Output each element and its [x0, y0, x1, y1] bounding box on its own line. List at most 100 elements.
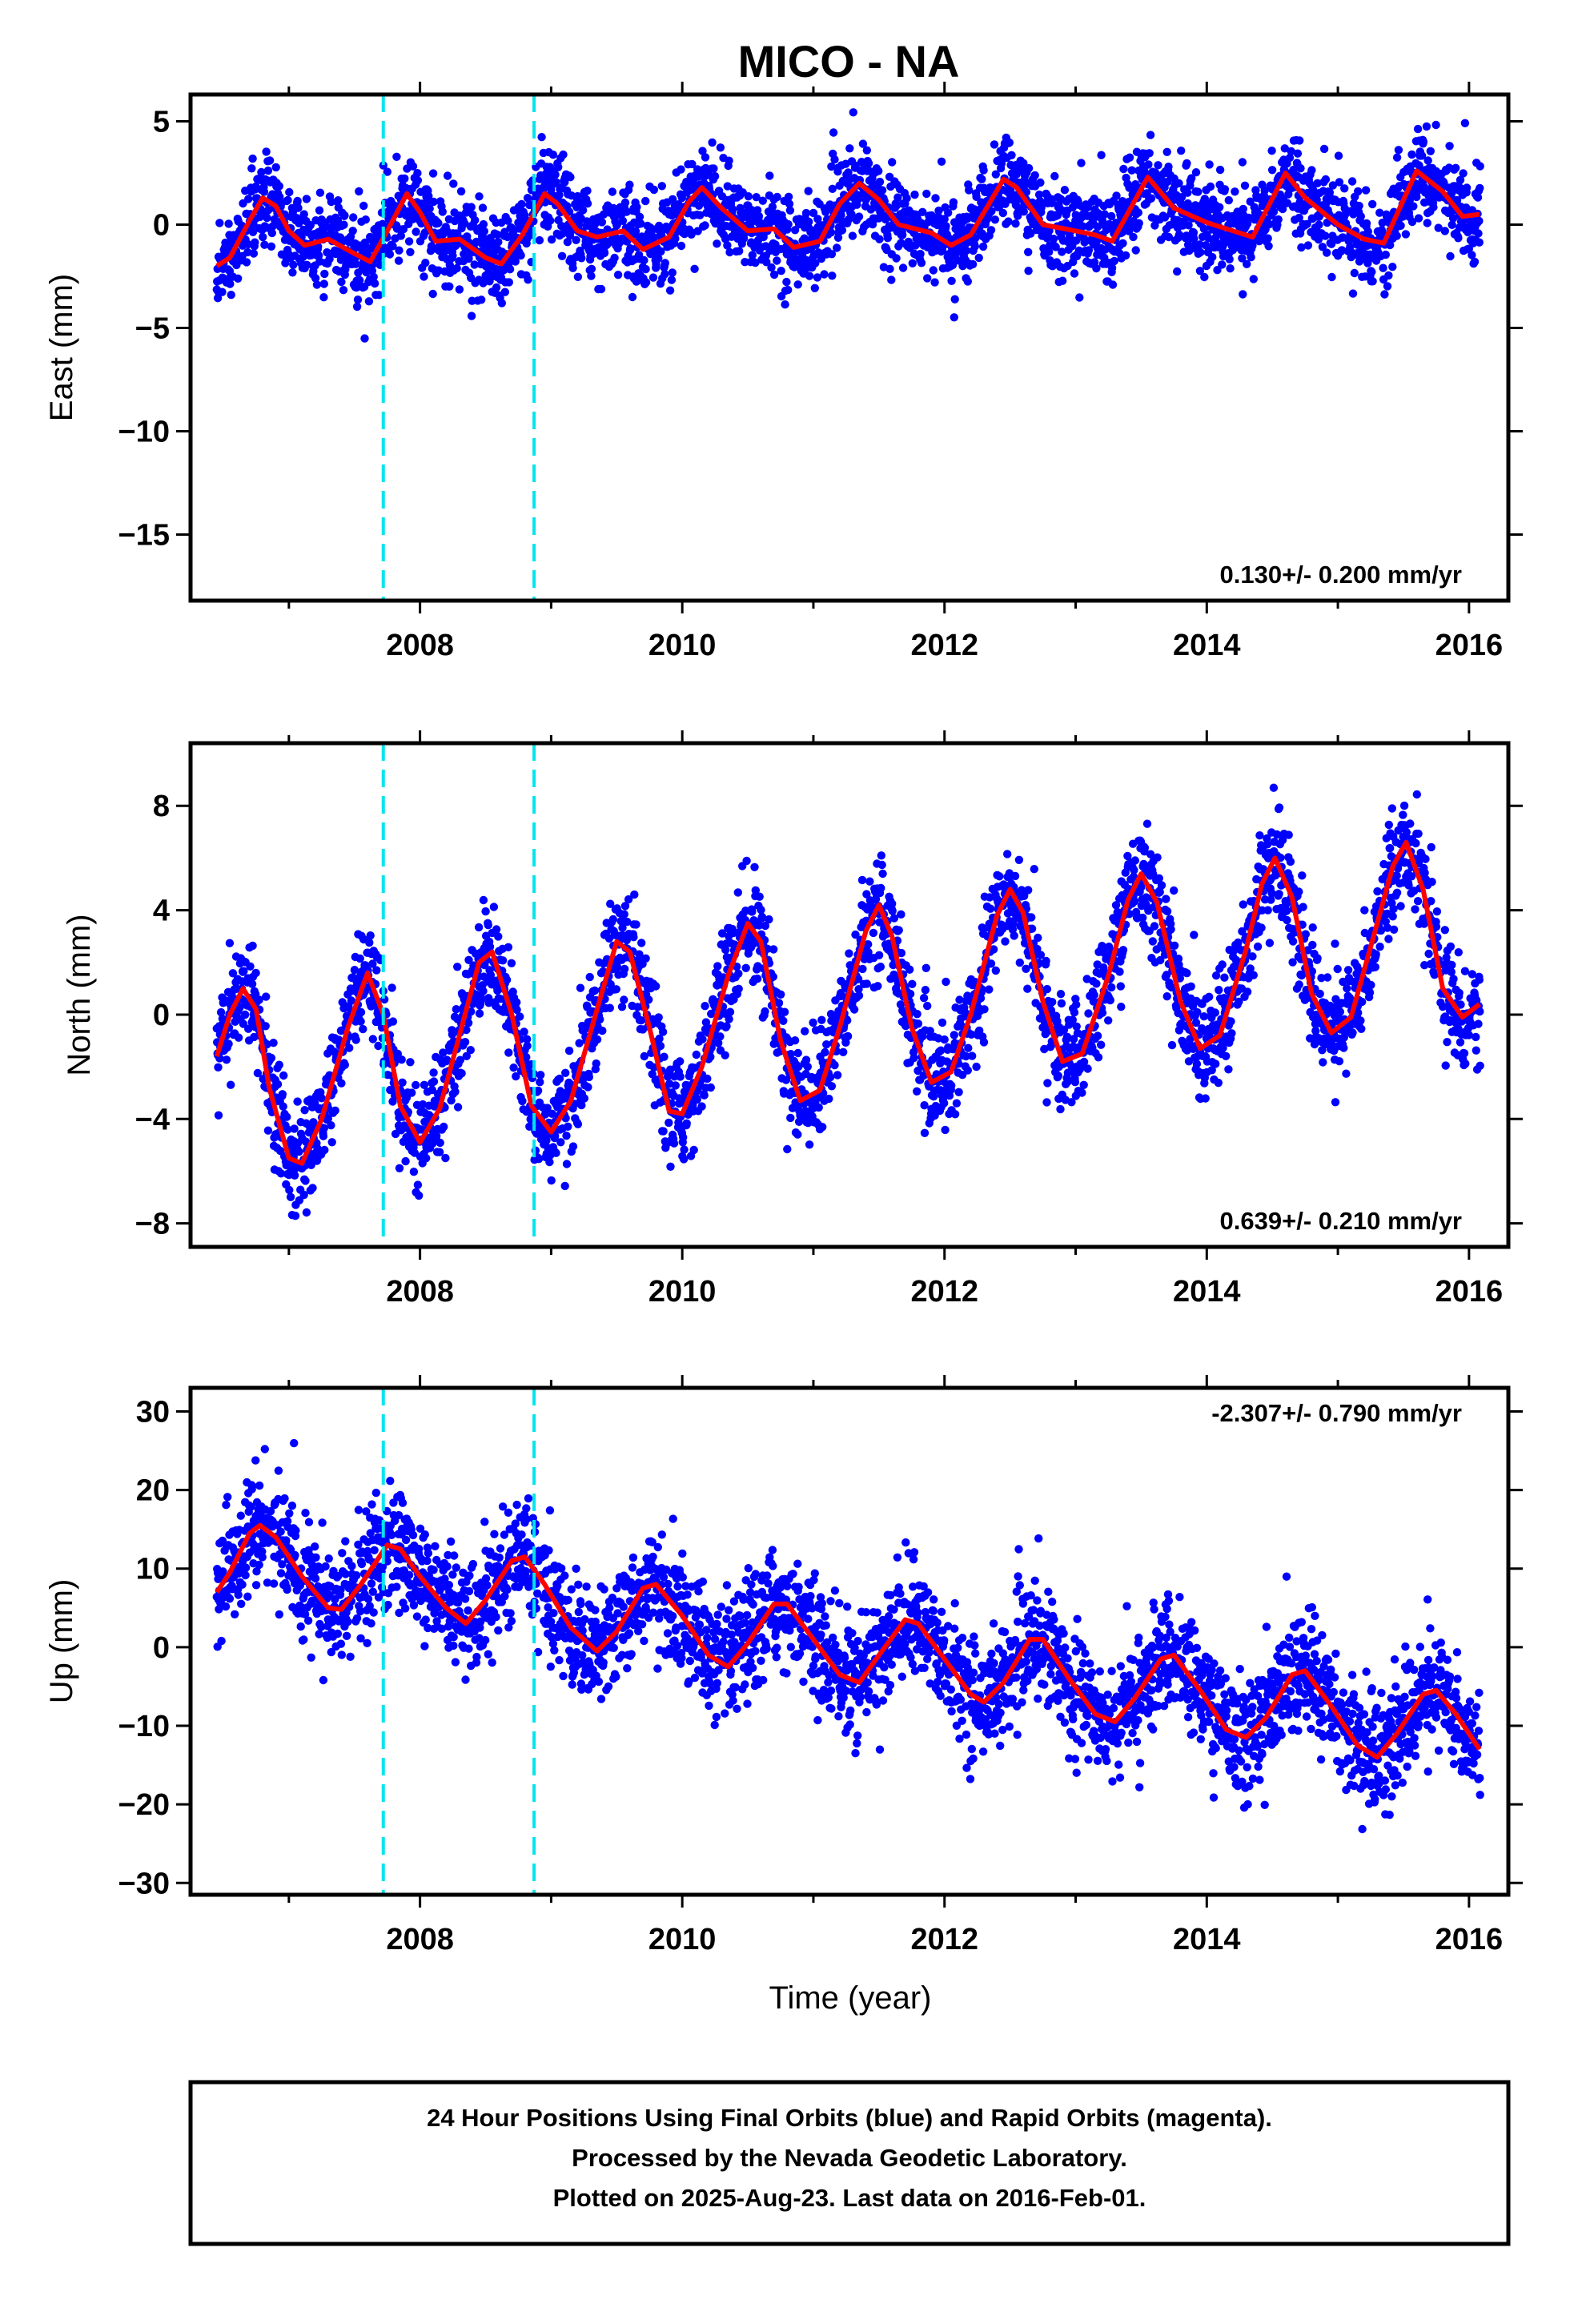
- north-point: [864, 940, 873, 949]
- east-point: [1107, 263, 1117, 272]
- north-point: [477, 995, 486, 1004]
- east-point: [1205, 160, 1214, 169]
- east-point: [942, 222, 950, 231]
- north-point: [814, 1103, 823, 1112]
- east-point: [1162, 177, 1172, 187]
- north-point: [654, 1013, 663, 1022]
- east-point: [1280, 144, 1290, 153]
- east-point: [1077, 159, 1086, 167]
- east-point: [1327, 239, 1336, 248]
- east-point: [413, 176, 423, 185]
- north-point: [562, 1160, 572, 1168]
- north-point: [216, 1007, 226, 1017]
- east-point: [1160, 213, 1170, 222]
- north-point: [504, 1048, 513, 1057]
- east-point: [1401, 230, 1411, 239]
- north-point: [608, 915, 617, 924]
- east-point: [337, 277, 346, 287]
- east-point: [709, 164, 718, 173]
- east-point: [449, 179, 458, 188]
- east-point: [654, 254, 663, 263]
- north-point: [755, 892, 764, 901]
- east-point: [303, 260, 311, 269]
- east-point: [1129, 232, 1138, 242]
- north-point: [460, 1038, 470, 1047]
- east-point: [1226, 264, 1235, 273]
- north-point: [640, 1051, 648, 1061]
- east-point: [931, 194, 940, 203]
- north-point: [921, 963, 931, 973]
- north-point: [429, 1077, 439, 1086]
- east-point: [311, 274, 320, 283]
- east-point: [811, 259, 820, 267]
- north-point: [253, 1068, 263, 1078]
- east-point: [1348, 289, 1358, 298]
- east-point: [1183, 188, 1192, 197]
- east-point: [248, 154, 257, 163]
- east-point: [1423, 219, 1432, 227]
- east-point: [1239, 290, 1247, 299]
- north-point: [655, 1034, 664, 1043]
- north-point: [388, 1017, 398, 1026]
- east-point: [554, 163, 563, 171]
- east-point: [394, 256, 404, 265]
- north-point: [938, 1018, 947, 1027]
- north-point: [293, 1097, 302, 1106]
- north-point: [536, 1071, 545, 1080]
- east-point: [1475, 216, 1484, 226]
- east-point: [370, 279, 379, 288]
- east-point: [1264, 242, 1273, 251]
- east-point: [990, 140, 999, 149]
- east-point: [1378, 219, 1387, 227]
- north-point: [464, 955, 473, 965]
- north-point: [548, 1109, 556, 1119]
- east-point: [1265, 219, 1274, 229]
- east-point: [1347, 177, 1357, 186]
- east-point: [728, 205, 737, 214]
- east-point: [1240, 181, 1250, 190]
- east-point: [1474, 229, 1483, 238]
- east-point: [1189, 228, 1199, 237]
- north-point: [632, 920, 640, 929]
- north-point: [439, 1048, 448, 1057]
- north-point: [869, 928, 878, 938]
- east-point: [990, 215, 1000, 224]
- north-point: [706, 1083, 715, 1092]
- east-point: [784, 219, 793, 229]
- east-point: [971, 234, 980, 243]
- north-point: [665, 1118, 673, 1128]
- east-point: [1278, 204, 1287, 214]
- north-point: [584, 1072, 593, 1082]
- east-point: [353, 296, 363, 304]
- east-point: [940, 215, 949, 223]
- east-point: [1388, 263, 1397, 271]
- east-point: [1363, 259, 1372, 267]
- north-point: [701, 1002, 709, 1011]
- north-point: [278, 1090, 287, 1099]
- north-point: [809, 1018, 817, 1027]
- east-point: [1127, 166, 1136, 175]
- east-point: [1323, 248, 1331, 257]
- east-point: [754, 211, 764, 221]
- east-point: [1231, 187, 1239, 196]
- north-point: [462, 1025, 471, 1035]
- east-point: [978, 242, 988, 251]
- east-point: [962, 246, 971, 255]
- north-point: [452, 1005, 460, 1014]
- north-point: [228, 969, 238, 978]
- north-point: [543, 1104, 552, 1112]
- north-point: [624, 895, 633, 904]
- east-point: [854, 212, 864, 221]
- east-point: [568, 263, 577, 272]
- east-point: [218, 287, 227, 296]
- north-point: [283, 1112, 291, 1121]
- east-point: [1423, 156, 1432, 165]
- east-point: [1239, 204, 1248, 214]
- east-point: [375, 291, 383, 300]
- north-point: [308, 1184, 317, 1192]
- east-point: [1419, 137, 1428, 147]
- east-point: [259, 232, 267, 242]
- east-point: [1058, 247, 1066, 256]
- east-point: [587, 271, 596, 280]
- east-point: [801, 208, 811, 218]
